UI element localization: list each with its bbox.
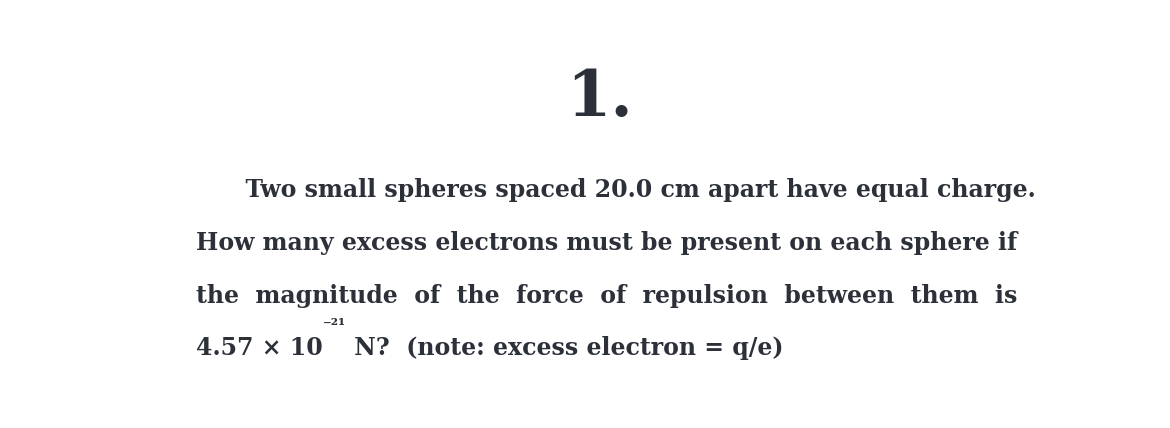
Text: the  magnitude  of  the  force  of  repulsion  between  them  is: the magnitude of the force of repulsion … <box>197 284 1018 308</box>
Text: 4.57 × 10: 4.57 × 10 <box>197 336 323 360</box>
Text: 1.: 1. <box>566 68 633 129</box>
Text: N?  (note: excess electron = q/e): N? (note: excess electron = q/e) <box>346 336 784 360</box>
Text: ⁻²¹: ⁻²¹ <box>323 318 346 335</box>
Text: Two small spheres spaced 20.0 cm apart have equal charge.: Two small spheres spaced 20.0 cm apart h… <box>197 178 1035 202</box>
Text: How many excess electrons must be present on each sphere if: How many excess electrons must be presen… <box>197 231 1017 255</box>
